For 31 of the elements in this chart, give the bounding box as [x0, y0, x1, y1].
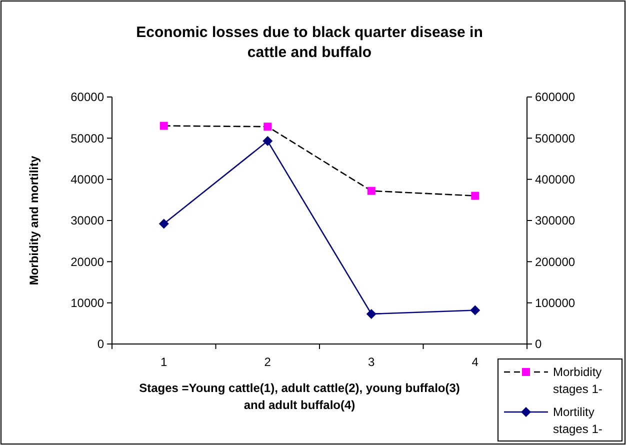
y-tick-label: 40000 [70, 172, 104, 187]
y-tick-label: 30000 [70, 214, 104, 228]
y2-tick-label: 600000 [535, 90, 576, 104]
point [471, 192, 480, 200]
y2-tick-label: 300000 [535, 214, 576, 228]
y2-tick-label: 500000 [535, 131, 576, 146]
x-tick-label: 4 [472, 355, 479, 369]
y-axis-title: Morbidity and mortility [27, 156, 41, 286]
legend-label: Morbidity stages 1- [553, 365, 602, 396]
y-tick-label: 20000 [70, 254, 104, 269]
point [158, 218, 169, 229]
y-tick-label: 50000 [70, 131, 104, 146]
y2-tick-label: 100000 [535, 296, 576, 310]
y-tick-label: 10000 [70, 296, 104, 310]
point [366, 308, 376, 319]
x-tick-label: 1 [160, 355, 168, 369]
point [470, 305, 480, 316]
point [160, 122, 168, 130]
chart-title: Economic losses due to black quarter disease in cattle and buffalo [136, 24, 483, 61]
x-tick-label: 2 [264, 355, 272, 369]
y2-tick-label: 400000 [535, 172, 576, 187]
y2-tick-label: 200000 [535, 254, 576, 269]
point [367, 186, 376, 195]
y-tick-label: 60000 [70, 90, 104, 104]
y-tick-label: 0 [97, 337, 104, 352]
x-tick-label: 3 [368, 355, 376, 369]
y2-tick-label: 0 [535, 337, 542, 352]
point [264, 122, 272, 131]
x-axis-title: Stages =Young cattle(1), adult cattle(2), young buffalo(3) and adult buffalo(4) [139, 381, 460, 412]
point [262, 136, 273, 146]
legend-label: Mortility stages 1- [553, 405, 602, 436]
